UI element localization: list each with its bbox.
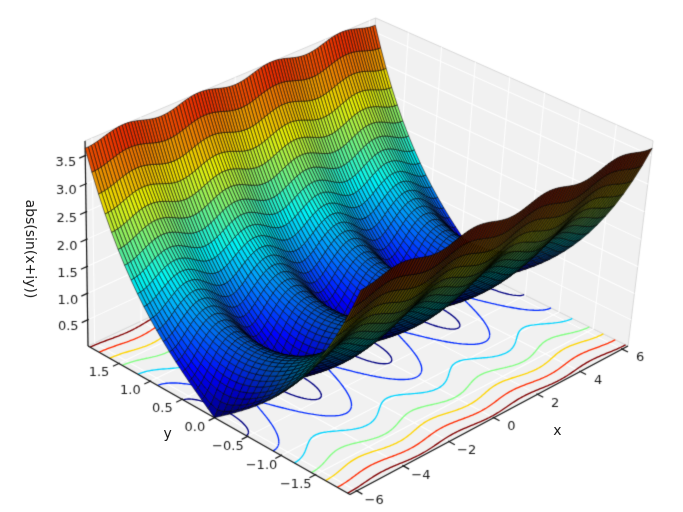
x-axis-label: x	[553, 422, 562, 439]
y-axis-label: y	[163, 426, 172, 443]
z-axis-label: abs(sin(x+iy))	[21, 199, 38, 299]
